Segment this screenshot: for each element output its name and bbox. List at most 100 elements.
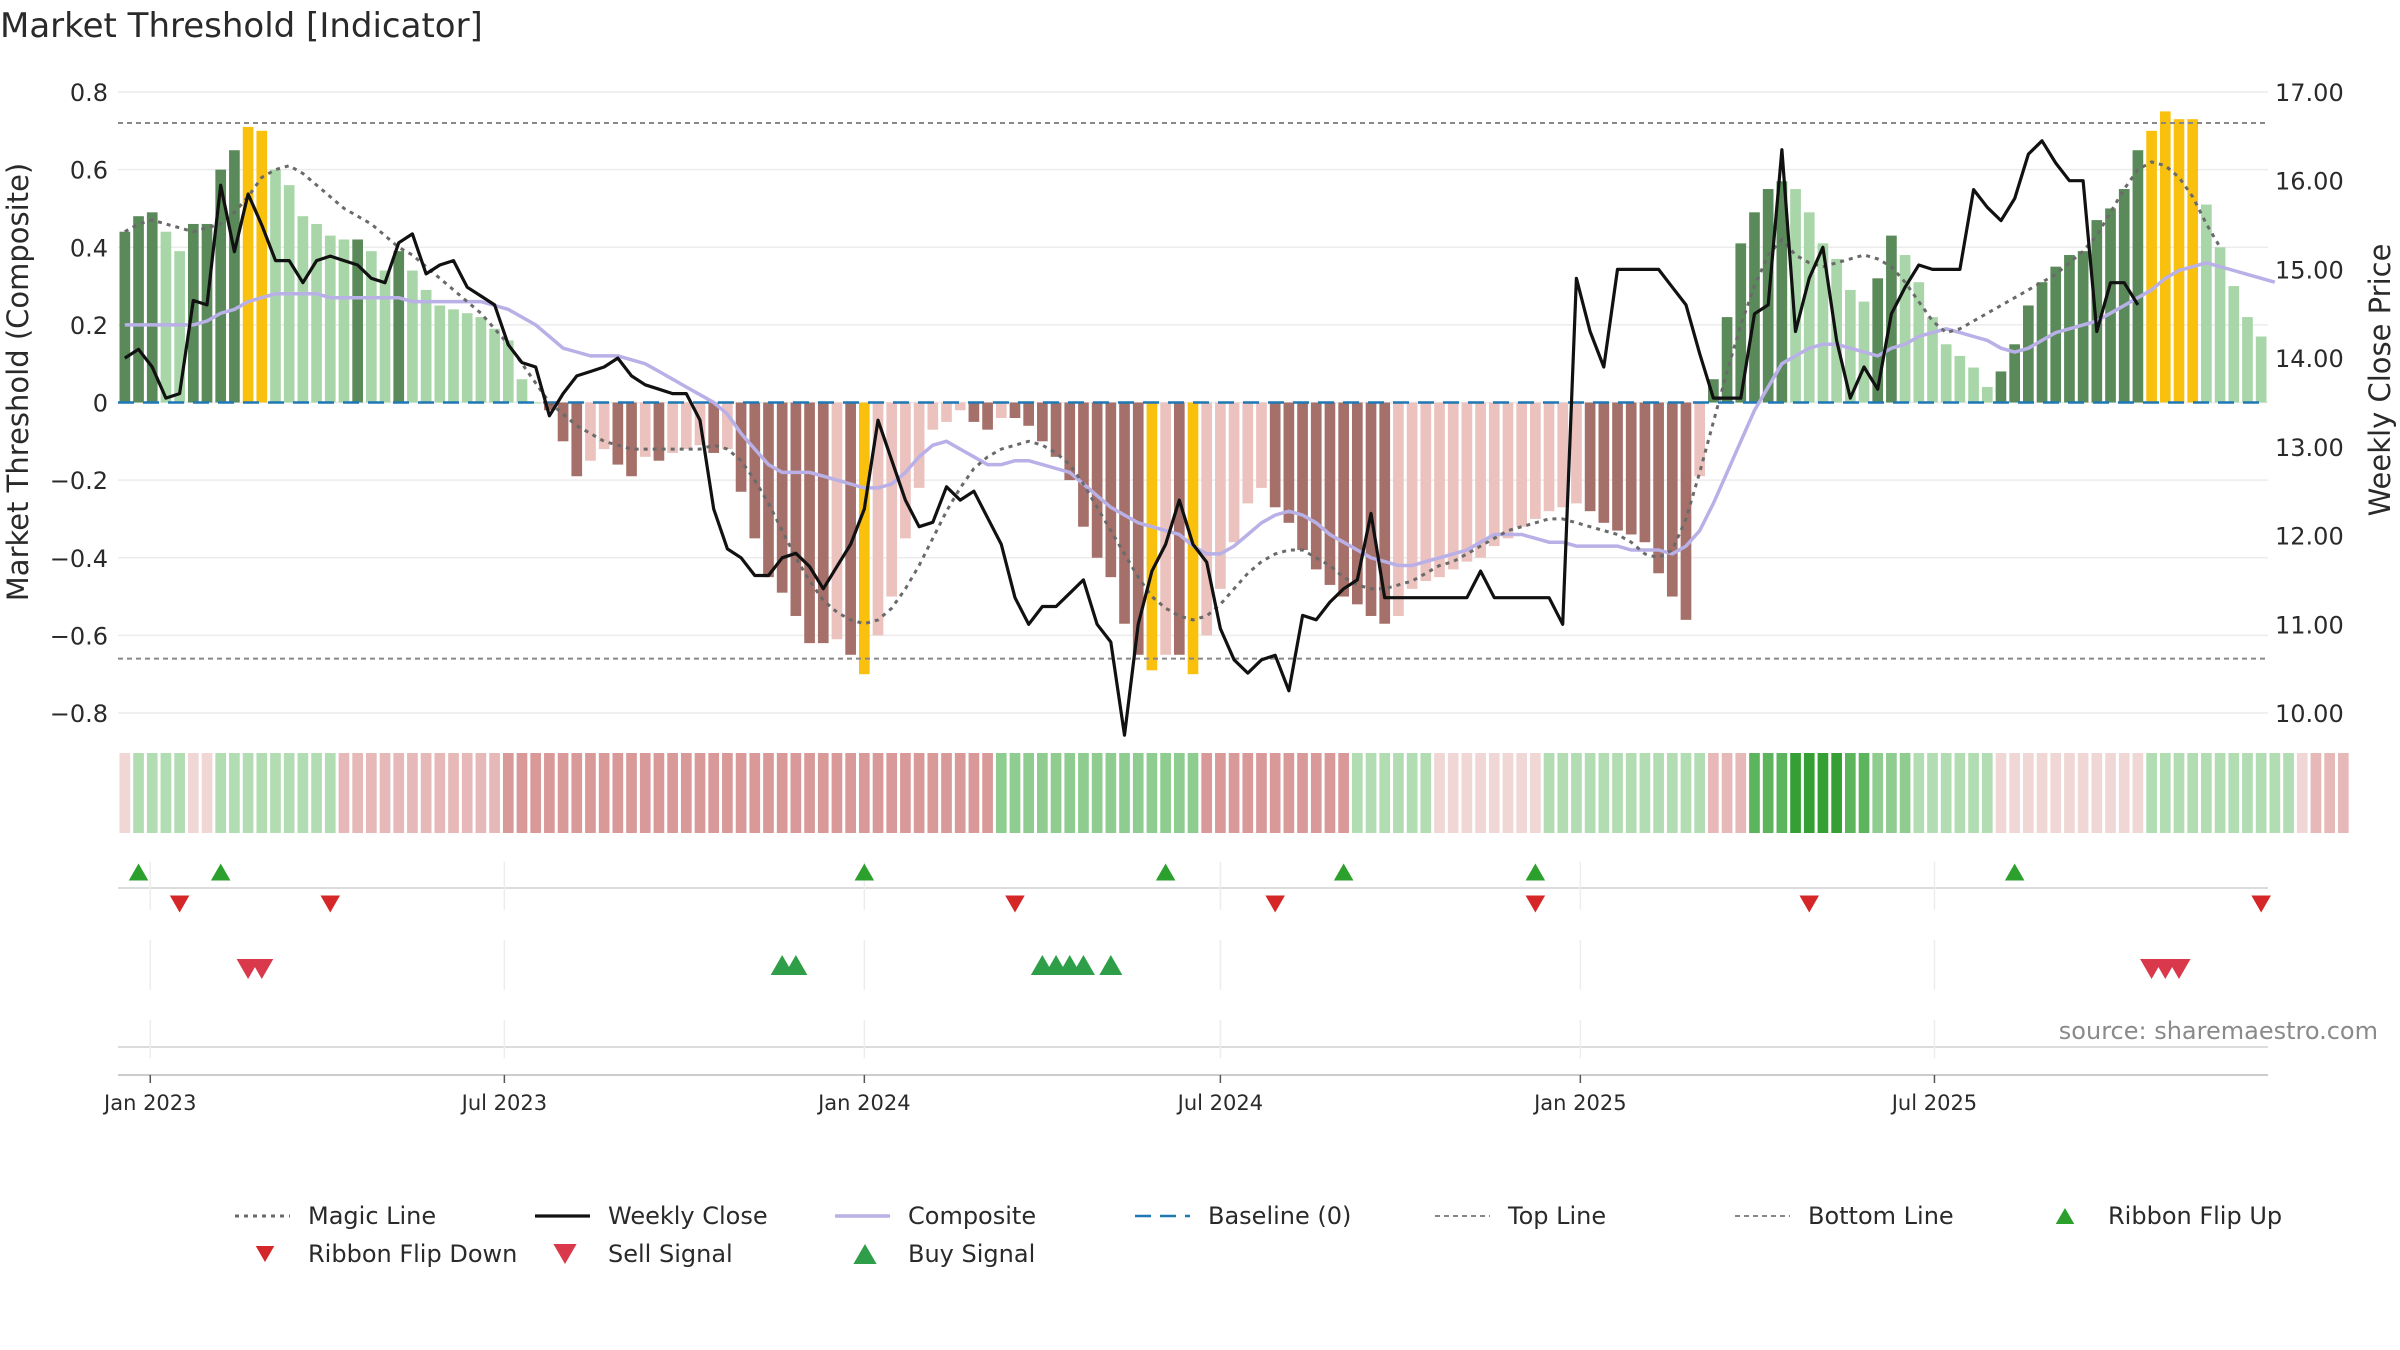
ribbon-cell [2283,753,2294,833]
ribbon-cell [420,753,432,833]
ribbon-cell [2159,753,2171,833]
composite-bar [2255,336,2267,403]
ribbon-cell [1201,753,1213,833]
composite-bar [2146,130,2157,403]
composite-bar [1037,402,1048,442]
composite-bar [119,231,131,403]
composite-bar [1694,402,1706,477]
composite-bar [1283,402,1295,523]
composite-bar [1447,402,1459,570]
legend-label: Magic Line [308,1202,436,1230]
composite-bar [1844,289,1856,403]
composite-bar [1803,212,1815,403]
composite-bar [845,402,856,655]
ribbon-cell [900,753,911,833]
ribbon-cell [571,753,583,833]
composite-bar [1338,402,1349,597]
ribbon-cell [2009,753,2020,833]
ribbon-cell [763,753,774,833]
composite-bar [1050,402,1062,457]
composite-bar [502,340,514,403]
composite-bar [297,216,309,403]
ribbon-cell [653,753,665,833]
composite-bar [1215,402,1226,589]
composite-bar [982,402,993,430]
composite-bar [680,402,692,450]
ribbon-flip-up-marker [1525,863,1546,881]
ribbon-cell [1256,753,1267,833]
ribbon-cell [1406,753,1418,833]
ribbon-cell [2105,753,2116,833]
composite-bar [1543,402,1555,512]
ribbon-cell [598,753,610,833]
composite-bar [1502,402,1514,539]
ribbon-cell [1050,753,1062,833]
buy-signal-marker [784,955,808,975]
ribbon-cell [639,753,651,833]
composite-bar [557,402,569,442]
ribbon-cell [722,753,733,833]
composite-bar [1598,402,1610,523]
ribbon-cell [585,753,596,833]
composite-bar [1146,402,1158,671]
ribbon-cell [1598,753,1610,833]
ribbon-cell [297,753,309,833]
composite-bar [804,402,815,644]
composite-bar [941,402,952,422]
ribbon-strip [119,753,2349,833]
composite-bar [886,402,898,597]
ribbon-cell [434,753,446,833]
ribbon-flip-down-marker [169,895,190,913]
ribbon-cell [1694,753,1706,833]
legend-label: Buy Signal [908,1240,1035,1268]
composite-bar [1872,278,1884,403]
composite-bar [954,402,966,411]
ribbon-cell [1927,753,1938,833]
composite-bar [324,235,336,403]
ribbon-cell [352,753,363,833]
right-tick-label: 15.00 [2275,256,2344,284]
ribbon-cell [448,753,459,833]
ribbon-cell [1680,753,1692,833]
ribbon-cell [1749,753,1760,833]
composite-bar [2091,220,2103,403]
ribbon-cell [2310,753,2322,833]
left-tick-label: 0.6 [70,157,108,185]
ribbon-flip-down-marker [320,895,341,913]
ribbon-cell [1160,753,1171,833]
ribbon-cell [1721,753,1733,833]
composite-bar [1242,402,1254,504]
ribbon-cell [1324,753,1336,833]
composite-bar [626,402,637,477]
ribbon-cell [858,753,870,833]
composite-bar [1530,402,1541,519]
ribbon-cell [1064,753,1076,833]
ribbon-flip-up-marker [210,863,231,881]
ribbon-cell [2064,753,2075,833]
composite-bar [2009,344,2020,403]
ribbon-cell [1831,753,1842,833]
composite-bar [1625,402,1637,535]
composite-bar [2242,317,2253,403]
left-tick-label: 0.8 [70,79,108,107]
ribbon-cell [1858,753,1870,833]
composite-bar [1571,402,1582,504]
composite-bar [1023,402,1035,426]
composite-bar [612,402,624,465]
legend-swatch [2055,1208,2075,1224]
ribbon-cell [612,753,624,833]
ribbon-cell [1530,753,1541,833]
ribbon-cell [187,753,199,833]
ribbon-cell [776,753,788,833]
ribbon-cell [1379,753,1391,833]
composite-bar [434,305,446,403]
composite-bars [119,111,2267,675]
ribbon-cell [146,753,158,833]
composite-bar [1406,402,1418,589]
ribbon-flip-up-marker [1333,863,1354,881]
composite-bar [420,289,432,403]
ribbon-cell [1173,753,1185,833]
composite-bar [270,169,281,403]
composite-bar [2023,305,2034,403]
ribbon-cell [2337,753,2349,833]
